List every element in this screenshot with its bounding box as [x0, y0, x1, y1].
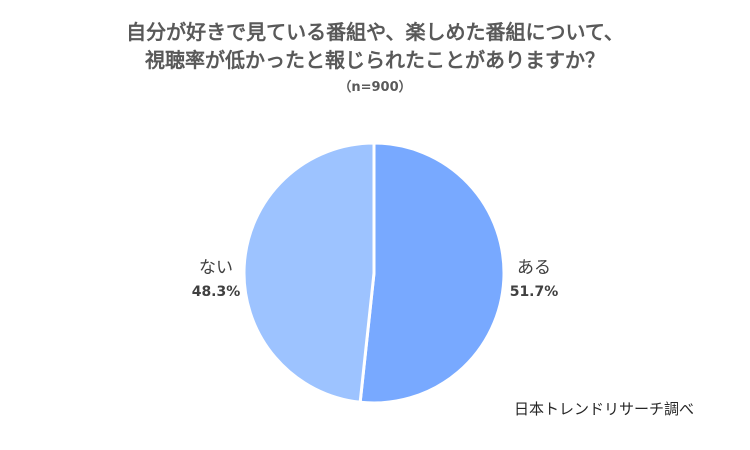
slice-label-aru: ある 51.7%: [504, 256, 564, 304]
chart-title: 自分が好きで見ている番組や、楽しめた番組について、 視聴率が低かったと報じられた…: [0, 18, 750, 74]
pie-slice-aru: [358, 141, 506, 405]
slice-label-nai: ない 48.3%: [186, 256, 246, 304]
chart-title-line-1: 自分が好きで見ている番組や、楽しめた番組について、: [126, 20, 624, 44]
pie-slice-nai: [242, 141, 376, 404]
slice-name-aru: ある: [517, 258, 551, 278]
slice-name-nai: ない: [199, 258, 233, 278]
chart-title-line-2: 視聴率が低かったと報じられたことがありますか？: [145, 48, 605, 72]
source-note: 日本トレンドリサーチ調べ: [514, 400, 695, 418]
slice-value-nai: 48.3%: [191, 284, 241, 300]
chart-subtitle: （n=900）: [338, 80, 412, 95]
slice-value-aru: 51.7%: [509, 284, 559, 300]
